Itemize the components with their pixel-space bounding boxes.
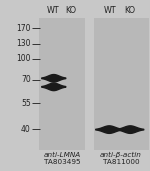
Text: KO: KO [124, 5, 135, 15]
Text: anti-β-actin: anti-β-actin [100, 152, 142, 158]
Text: 170: 170 [16, 24, 31, 33]
Text: anti-LMNA: anti-LMNA [43, 152, 81, 158]
Text: KO: KO [66, 5, 77, 15]
Text: TA811000: TA811000 [103, 159, 140, 165]
Bar [39, 18, 85, 150]
Text: WT: WT [47, 5, 60, 15]
Text: 55: 55 [21, 99, 31, 108]
Text: 70: 70 [21, 75, 31, 84]
Bar [94, 18, 148, 150]
Text: TA803495: TA803495 [44, 159, 80, 165]
Text: 40: 40 [21, 125, 31, 134]
Text: 130: 130 [16, 39, 31, 48]
Text: WT: WT [104, 5, 117, 15]
Text: 100: 100 [16, 55, 31, 63]
